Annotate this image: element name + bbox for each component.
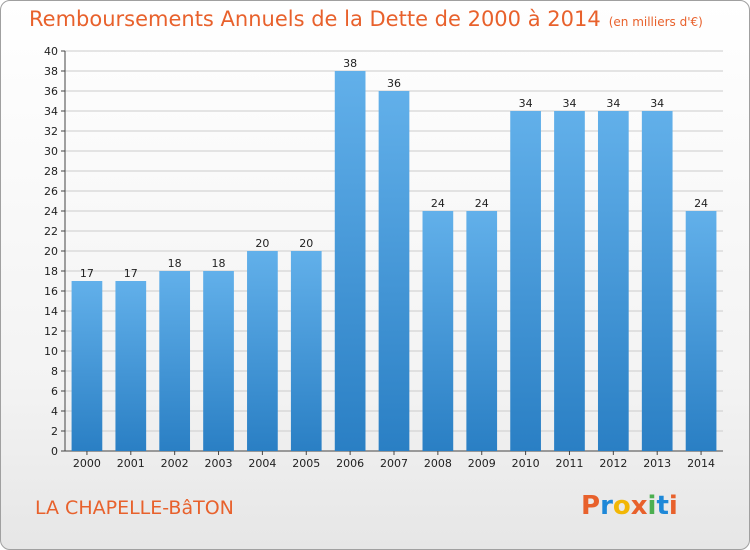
logo-letter: i (647, 491, 657, 521)
x-tick-label: 2005 (292, 457, 320, 470)
bar-2000[interactable] (71, 281, 103, 451)
y-tick-label: 6 (51, 385, 58, 398)
logo-letter: x (630, 491, 648, 521)
x-tick-label: 2014 (687, 457, 715, 470)
bars (71, 71, 717, 451)
chart-title-text: Remboursements Annuels de la Dette de 20… (29, 7, 601, 31)
data-label-2014: 24 (694, 197, 708, 210)
logo-letter: P (581, 491, 601, 521)
y-tick-label: 0 (51, 445, 58, 458)
data-label-2002: 18 (168, 257, 182, 270)
bar-2003[interactable] (203, 271, 234, 451)
bar-2010[interactable] (510, 111, 541, 451)
data-label-2007: 36 (387, 77, 401, 90)
y-tick-label: 18 (44, 265, 58, 278)
bar-2004[interactable] (247, 251, 278, 451)
data-label-2003: 18 (212, 257, 226, 270)
y-tick-label: 22 (44, 225, 58, 238)
y-tick-label: 26 (44, 185, 58, 198)
x-tick-label: 2011 (555, 457, 583, 470)
commune-name: LA CHAPELLE-BâTON (35, 497, 234, 519)
data-label-2013: 34 (650, 97, 664, 110)
y-tick-label: 2 (51, 425, 58, 438)
data-label-2001: 17 (124, 267, 138, 280)
bar-2014[interactable] (685, 211, 717, 451)
bar-2009[interactable] (466, 211, 498, 451)
y-tick-label: 14 (44, 305, 58, 318)
logo-letter: t (656, 491, 669, 521)
y-tick-label: 36 (44, 85, 58, 98)
y-tick-label: 28 (44, 165, 58, 178)
bar-2002[interactable] (159, 271, 191, 451)
x-tick-label: 2002 (161, 457, 189, 470)
x-tick-label: 2000 (73, 457, 101, 470)
y-tick-label: 38 (44, 65, 58, 78)
bar-2007[interactable] (378, 91, 410, 451)
bar-2013[interactable] (641, 111, 673, 451)
data-label-2008: 24 (431, 197, 445, 210)
bar-2008[interactable] (422, 211, 454, 451)
y-tick-label: 16 (44, 285, 58, 298)
data-label-2012: 34 (606, 97, 620, 110)
data-label-2010: 34 (519, 97, 533, 110)
x-tick-label: 2003 (205, 457, 233, 470)
labels: 0246810121416182022242628303234363840200… (44, 45, 715, 470)
x-tick-label: 2010 (512, 457, 540, 470)
data-label-2000: 17 (80, 267, 94, 280)
y-tick-label: 40 (44, 45, 58, 58)
y-tick-label: 12 (44, 325, 58, 338)
x-tick-label: 2009 (468, 457, 496, 470)
y-tick-label: 4 (51, 405, 58, 418)
data-label-2011: 34 (562, 97, 576, 110)
x-tick-label: 2001 (117, 457, 145, 470)
bar-2006[interactable] (334, 71, 366, 451)
y-tick-label: 24 (44, 205, 58, 218)
data-label-2009: 24 (475, 197, 489, 210)
bar-2011[interactable] (554, 111, 585, 451)
data-label-2005: 20 (299, 237, 313, 250)
y-tick-label: 34 (44, 105, 58, 118)
x-tick-label: 2004 (248, 457, 276, 470)
bar-2005[interactable] (290, 251, 322, 451)
y-tick-label: 20 (44, 245, 58, 258)
y-tick-label: 10 (44, 345, 58, 358)
logo-letter: o (612, 491, 631, 521)
bar-2012[interactable] (597, 111, 629, 451)
data-label-2004: 20 (255, 237, 269, 250)
logo-letter: r (600, 491, 613, 521)
x-tick-label: 2008 (424, 457, 452, 470)
x-tick-label: 2013 (643, 457, 671, 470)
y-tick-label: 32 (44, 125, 58, 138)
data-label-2006: 38 (343, 57, 357, 70)
x-tick-label: 2012 (599, 457, 627, 470)
logo-letter: i (668, 491, 678, 521)
bar-2001[interactable] (115, 281, 147, 451)
chart-title: Remboursements Annuels de la Dette de 20… (29, 7, 703, 31)
chart-unit: (en milliers d'€) (608, 15, 703, 29)
y-tick-label: 30 (44, 145, 58, 158)
proxiti-logo[interactable]: Proxiti (581, 491, 678, 521)
x-tick-label: 2006 (336, 457, 364, 470)
x-tick-label: 2007 (380, 457, 408, 470)
y-tick-label: 8 (51, 365, 58, 378)
